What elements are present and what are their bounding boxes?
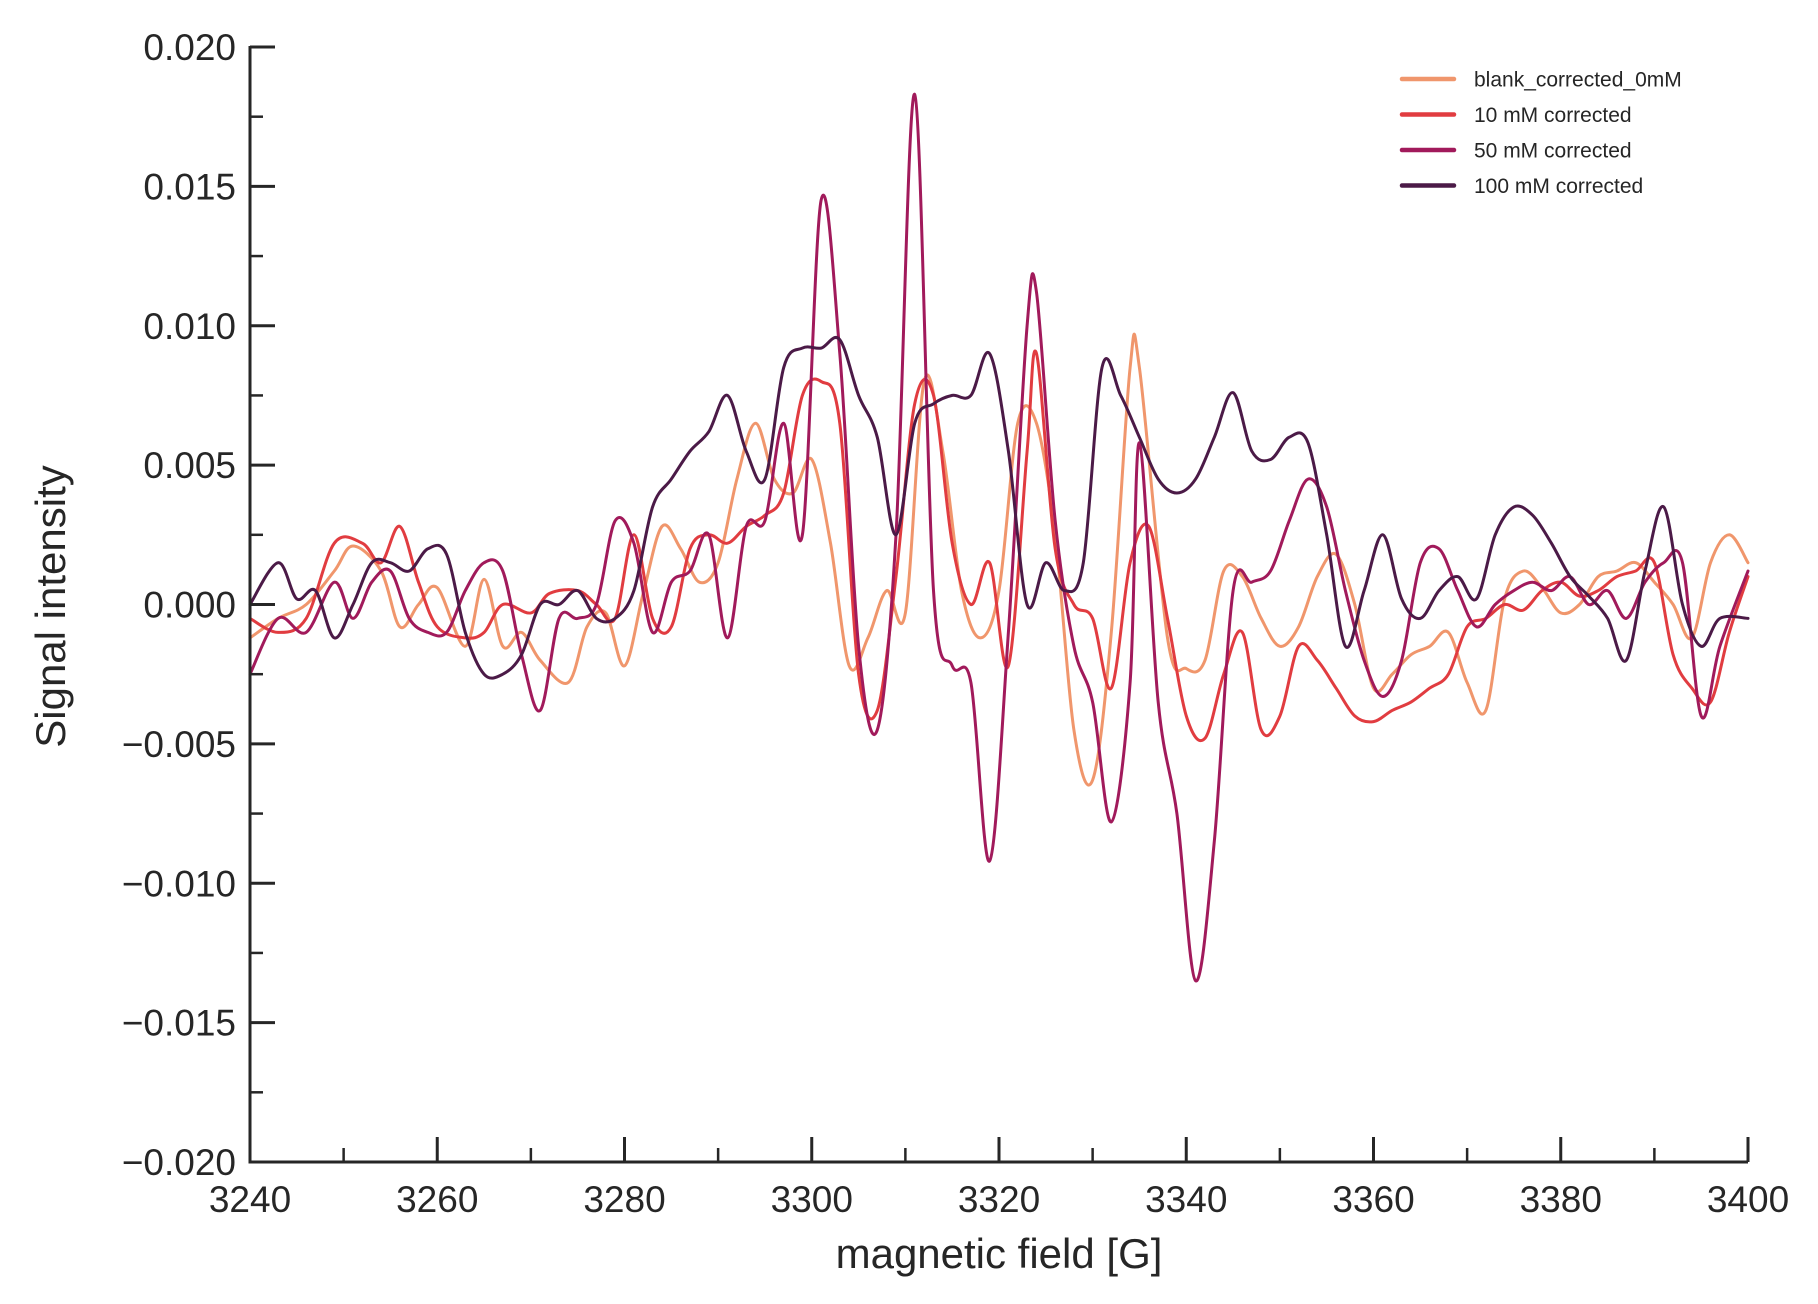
series-line-3: [248, 335, 1750, 680]
y-tick-label-7: 0.015: [143, 166, 236, 207]
x-tick-label-3: 3300: [771, 1179, 853, 1220]
x-tick-label-2: 3280: [583, 1179, 665, 1220]
y-axis-title: Signal intensity: [27, 465, 74, 748]
legend: blank_corrected_0mM 10 mM corrected 50 mM …: [1399, 69, 1682, 198]
legend-label-3: 100 mM corrected: [1474, 175, 1643, 198]
series-layer: [248, 92, 1750, 983]
y-tick-label-3: −0.005: [122, 724, 236, 765]
x-axis-title: magnetic field [G]: [836, 1230, 1163, 1277]
y-tick-label-8: 0.020: [143, 27, 236, 68]
y-tick-label-1: −0.015: [122, 1003, 236, 1044]
y-tick-label-5: 0.005: [143, 445, 236, 486]
y-tick-label-2: −0.010: [122, 863, 236, 904]
x-tick-label-5: 3340: [1145, 1179, 1227, 1220]
y-tick-label-4: 0.000: [143, 585, 236, 626]
x-tick-label-1: 3260: [396, 1179, 478, 1220]
series-line-2: [248, 92, 1750, 983]
legend-label-0: blank_corrected_0mM: [1474, 69, 1682, 92]
legend-label-1: 10 mM corrected: [1474, 104, 1632, 127]
x-tick-label-4: 3320: [958, 1179, 1040, 1220]
x-tick-label-8: 3400: [1707, 1179, 1789, 1220]
series-line-0: [248, 332, 1750, 787]
x-tick-label-6: 3360: [1332, 1179, 1414, 1220]
y-tick-label-0: −0.020: [122, 1142, 236, 1183]
x-tick-label-7: 3380: [1520, 1179, 1602, 1220]
legend-label-2: 50 mM corrected: [1474, 140, 1632, 163]
x-tick-label-0: 3240: [209, 1179, 291, 1220]
y-tick-label-6: 0.010: [143, 306, 236, 347]
axes-layer: −0.020 −0.015 −0.010 −0.005 0.000 0.005 0.010 0…: [122, 27, 1789, 1220]
